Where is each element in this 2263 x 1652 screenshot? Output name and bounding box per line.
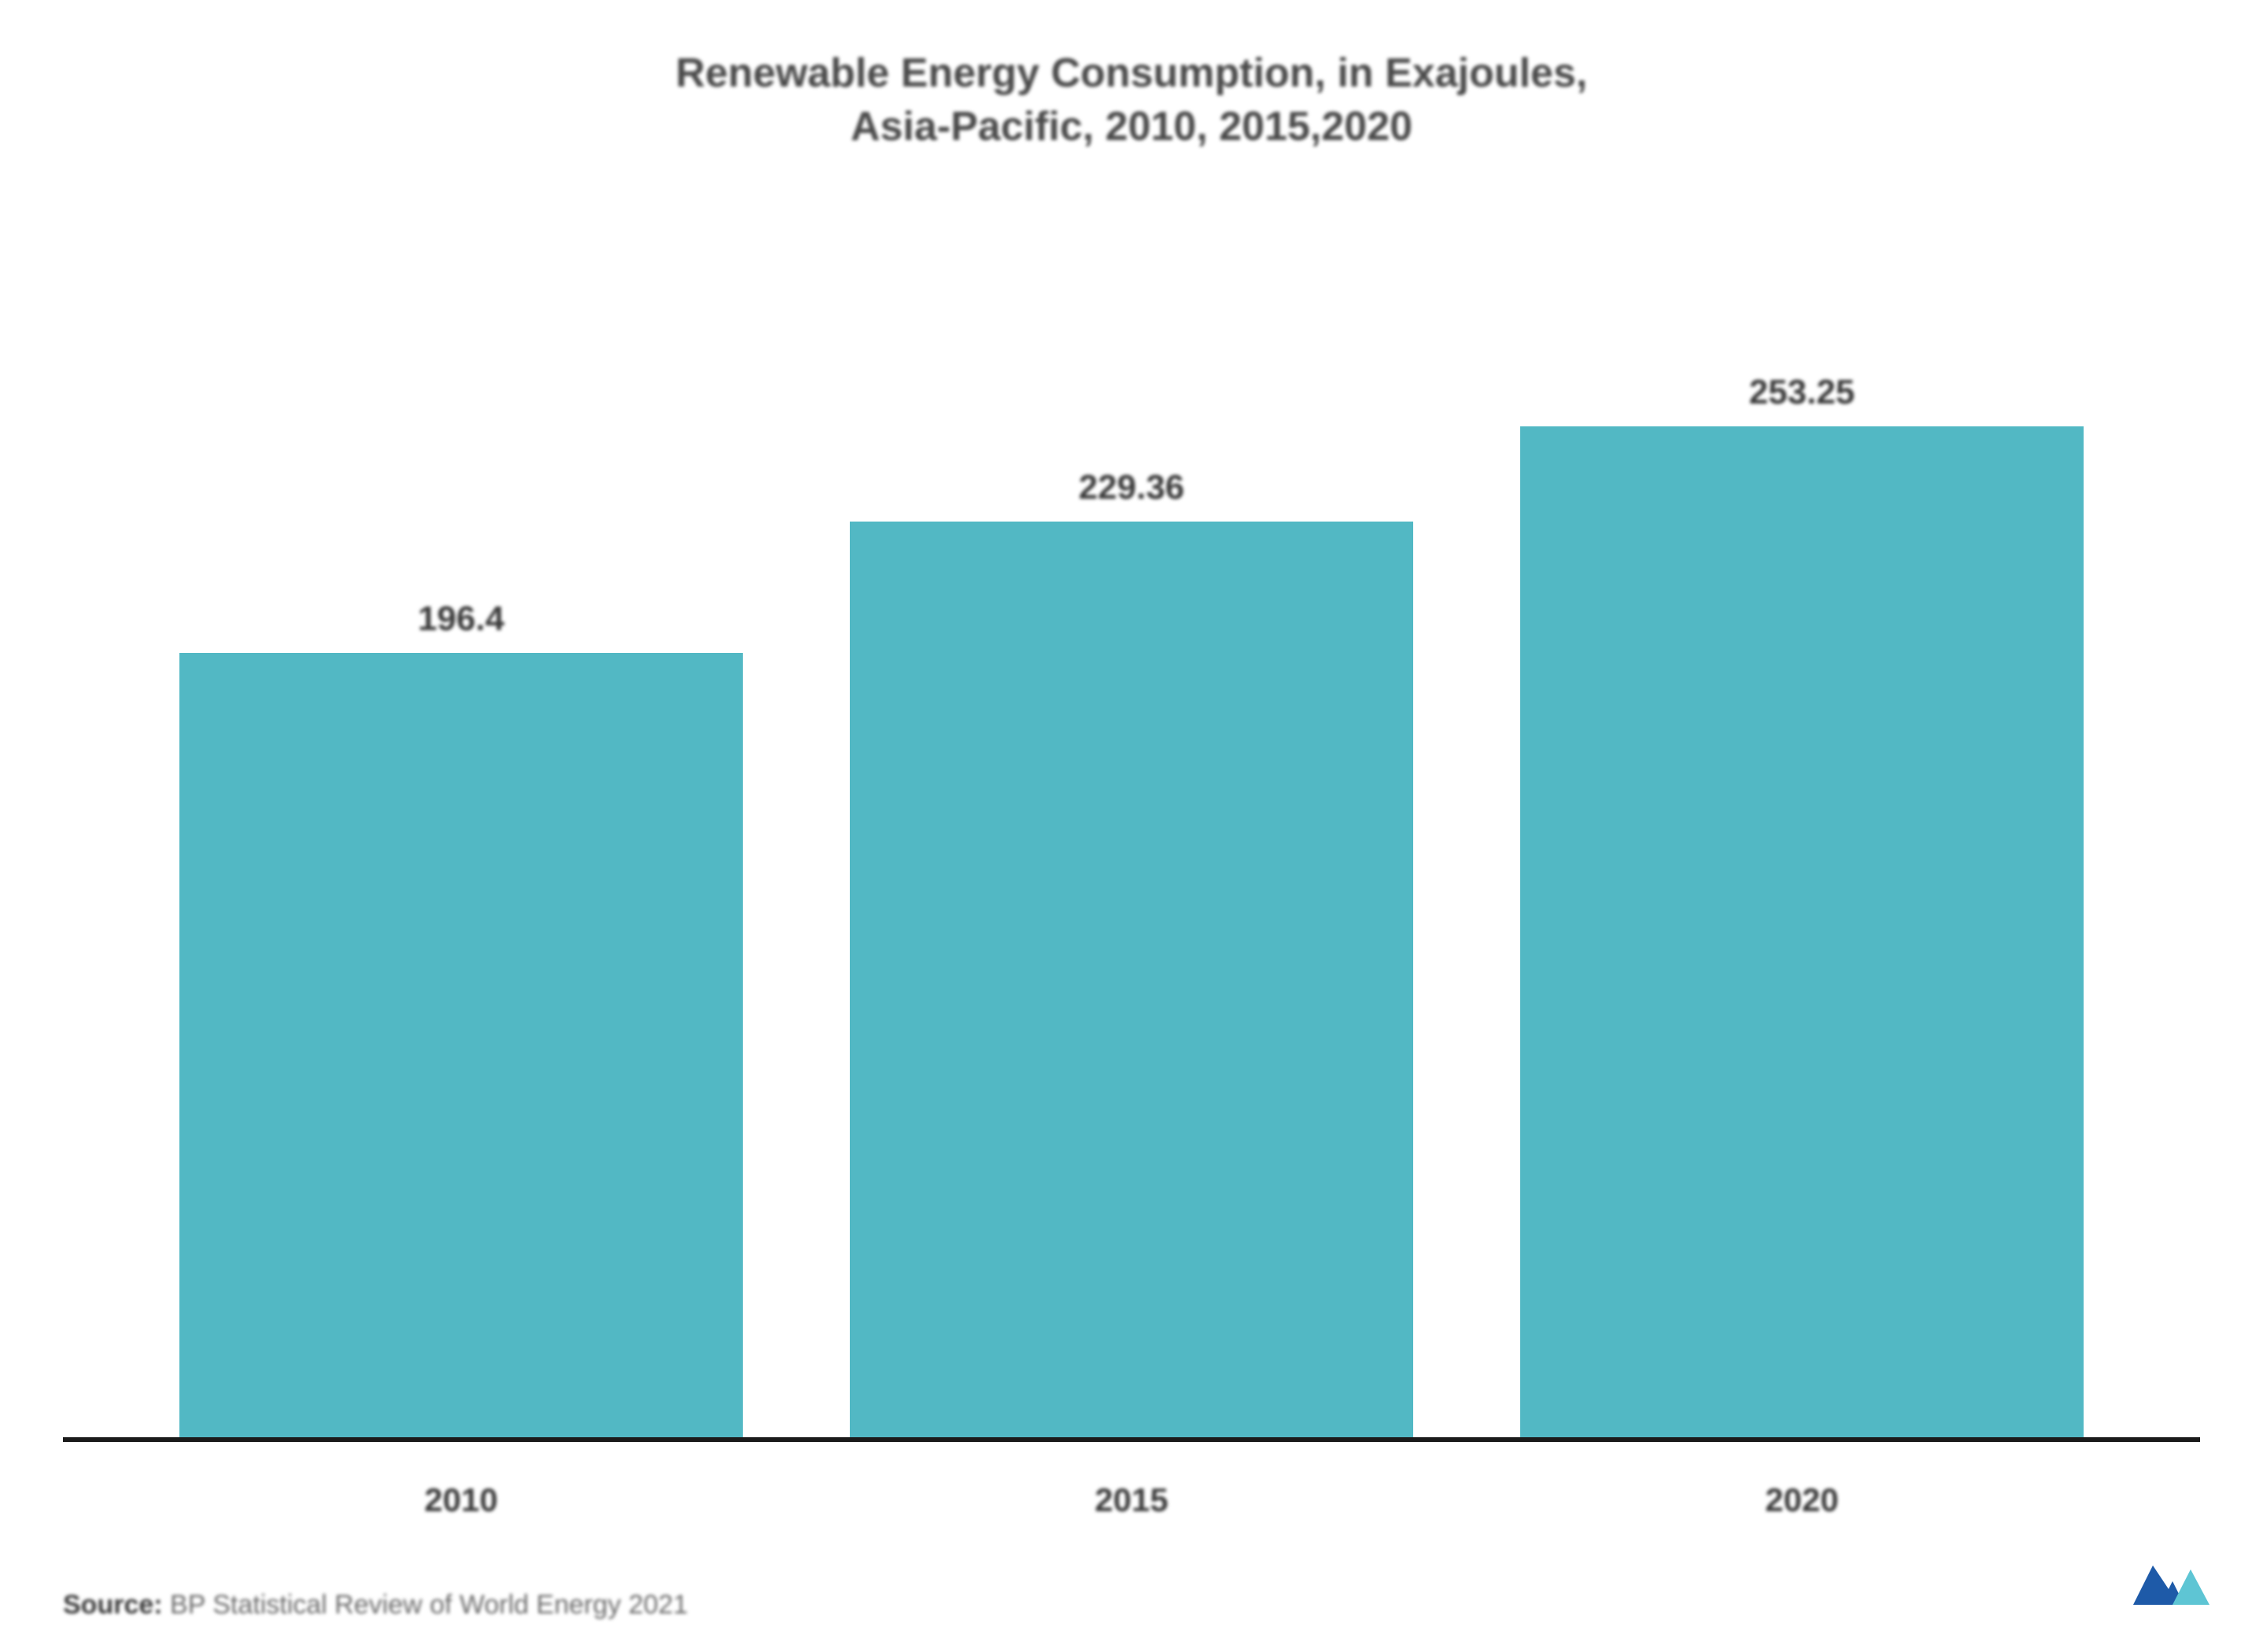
- x-label: 2015: [850, 1481, 1413, 1519]
- plot-area: 196.4 229.36 253.25: [63, 279, 2200, 1442]
- bar-value-label: 196.4: [418, 599, 504, 639]
- bar-value-label: 253.25: [1749, 373, 1855, 412]
- title-line-2: Asia-Pacific, 2010, 2015,2020: [851, 104, 1412, 149]
- bar-2020: [1520, 426, 2084, 1437]
- mordor-logo-icon: [2129, 1550, 2216, 1613]
- x-label: 2020: [1520, 1481, 2084, 1519]
- bar-value-label: 229.36: [1079, 468, 1185, 507]
- x-axis-labels: 2010 2015 2020: [63, 1458, 2200, 1519]
- chart-title: Renewable Energy Consumption, in Exajoul…: [63, 47, 2200, 153]
- source-label: Source:: [63, 1590, 163, 1620]
- title-line-1: Renewable Energy Consumption, in Exajoul…: [676, 50, 1588, 96]
- source-text: BP Statistical Review of World Energy 20…: [170, 1590, 688, 1620]
- logo-svg: [2129, 1550, 2216, 1613]
- chart-container: Renewable Energy Consumption, in Exajoul…: [63, 47, 2200, 1621]
- bar-group-2020: 253.25: [1520, 279, 2084, 1437]
- bar-group-2015: 229.36: [850, 279, 1413, 1437]
- source-citation: Source: BP Statistical Review of World E…: [63, 1590, 2200, 1621]
- bar-2010: [179, 653, 743, 1437]
- x-label: 2010: [179, 1481, 743, 1519]
- bar-group-2010: 196.4: [179, 279, 743, 1437]
- bar-2015: [850, 522, 1413, 1437]
